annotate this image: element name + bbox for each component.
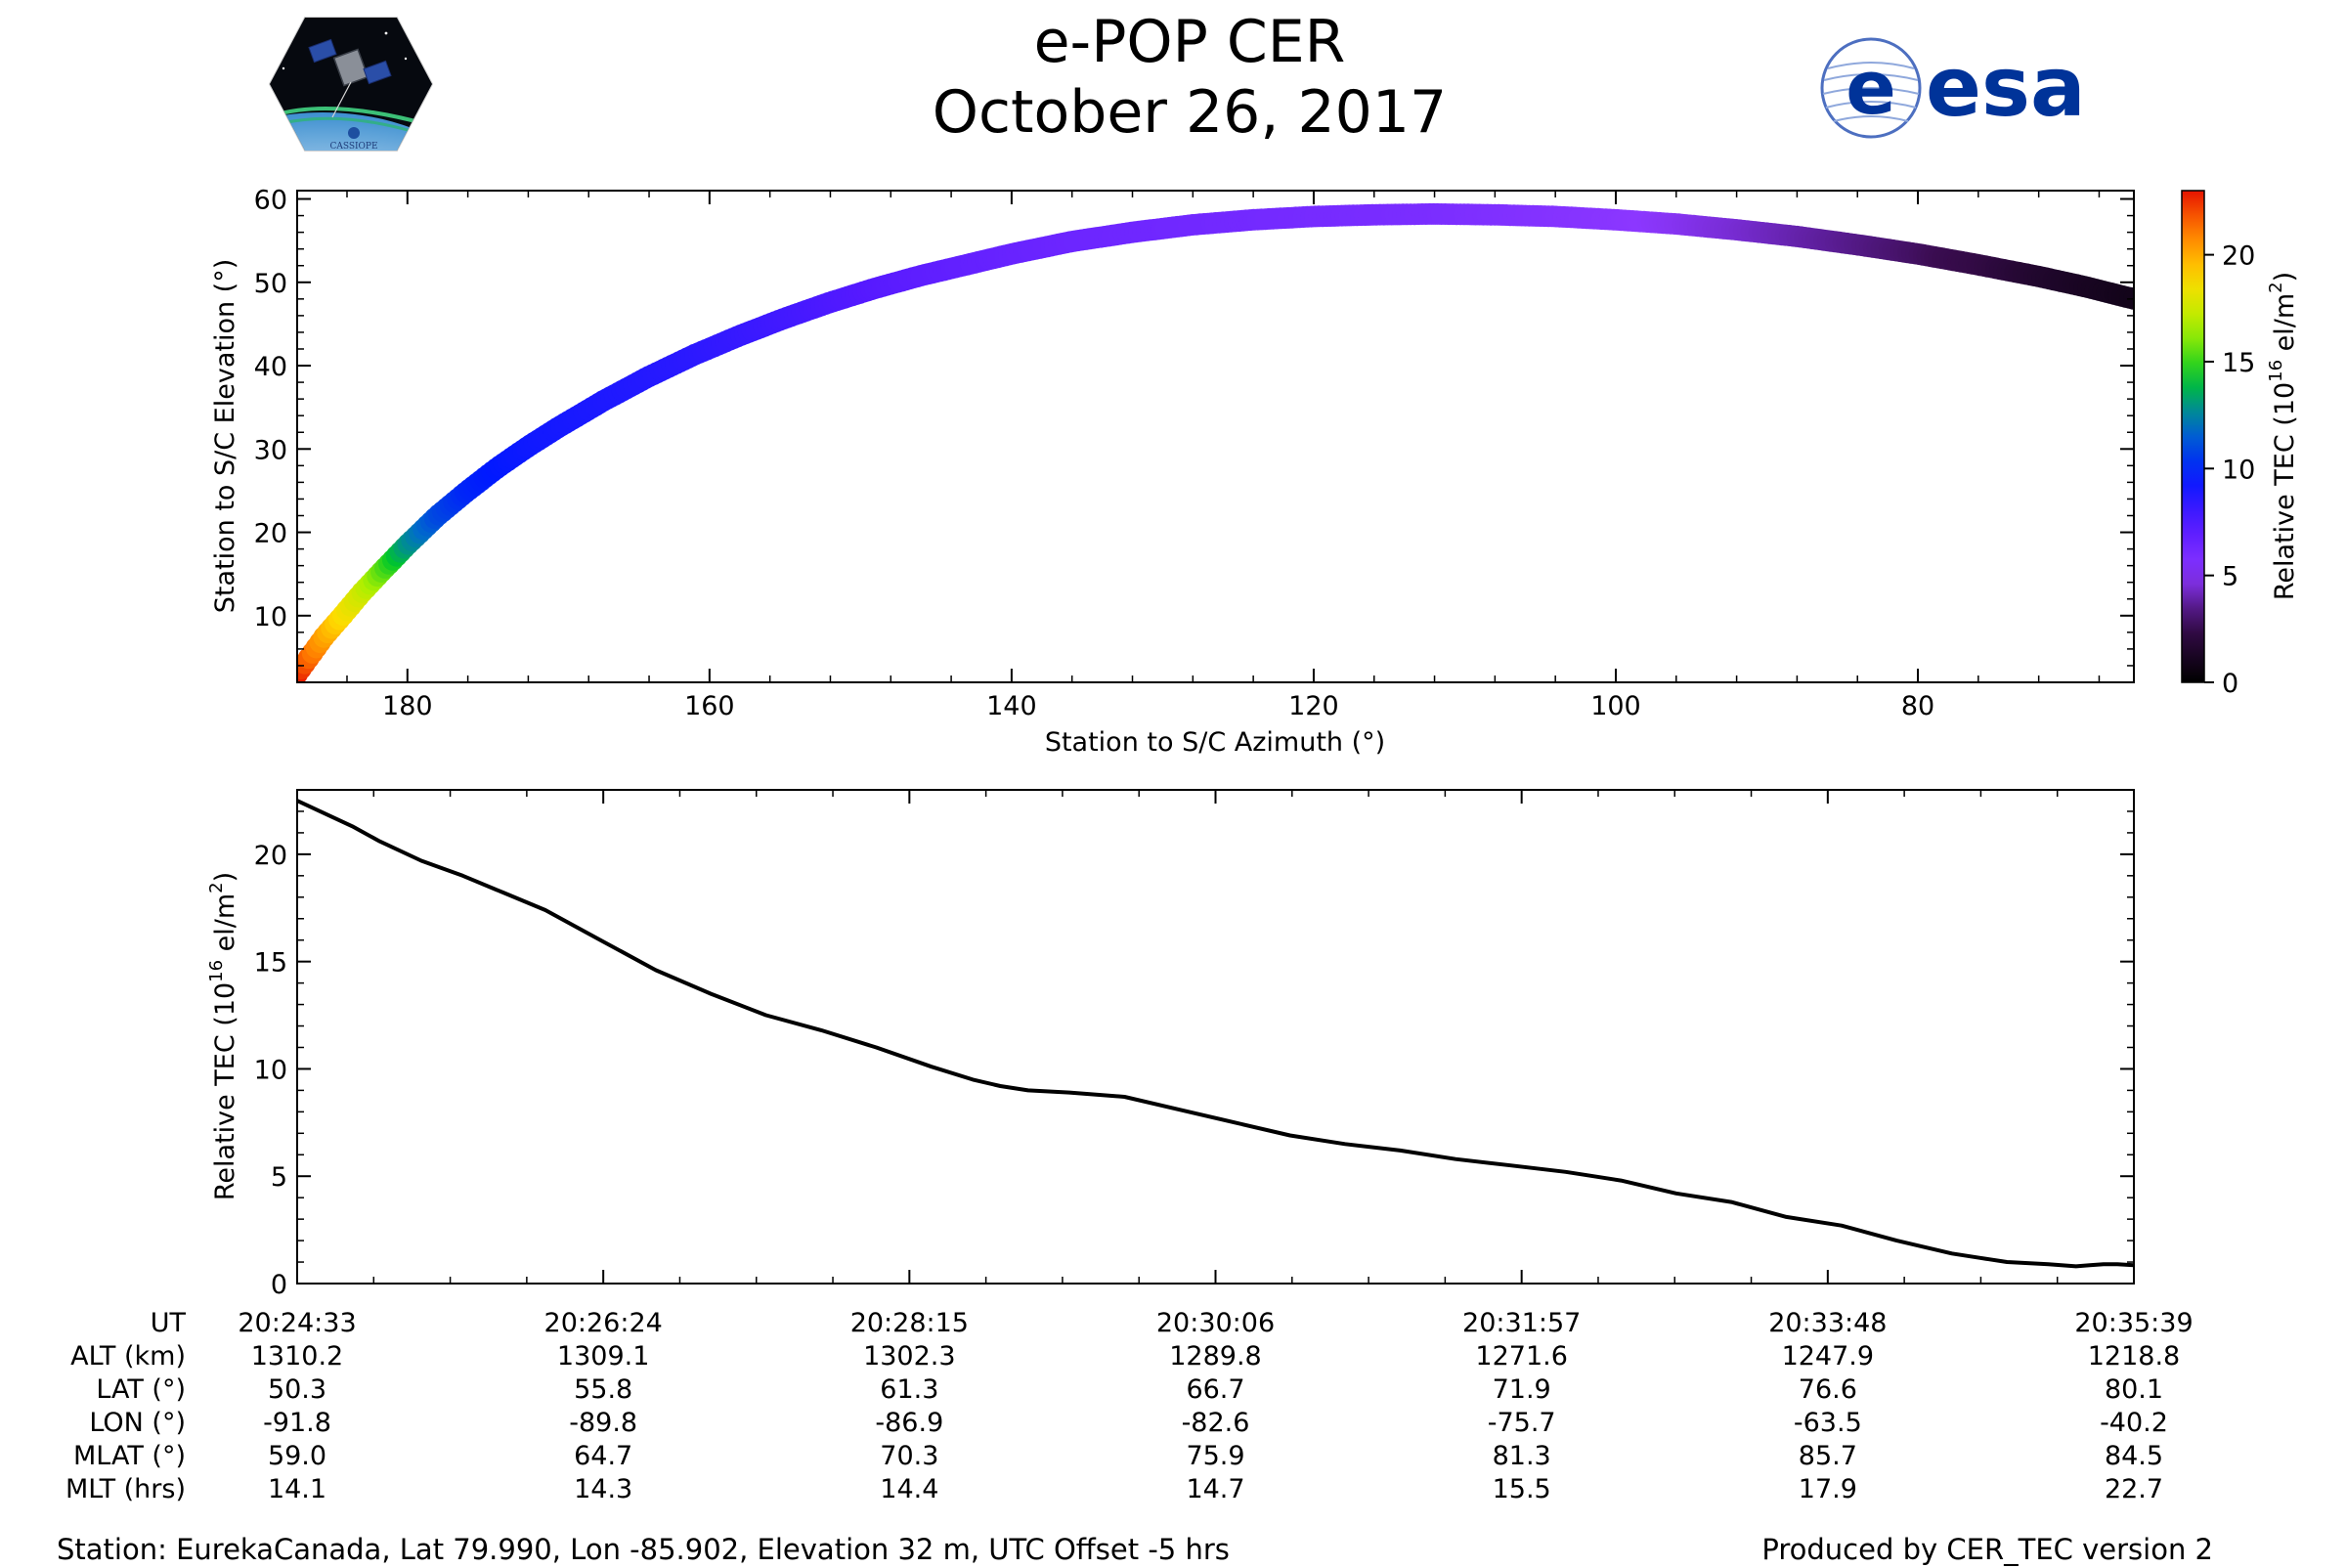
chart1-plot-frame <box>296 190 2135 683</box>
chart1-y-tick-label: 20 <box>254 519 287 549</box>
tec-series-line <box>297 799 2134 1269</box>
colorbar <box>2181 190 2205 683</box>
table-cell: 61.3 <box>880 1374 938 1405</box>
figure-title: e-POP CER <box>1033 8 1346 76</box>
chart2-y-tick-label: 15 <box>254 948 287 979</box>
table-cell: 75.9 <box>1186 1441 1244 1471</box>
table-row-label: LAT (°) <box>96 1374 186 1405</box>
colorbar-tick-label: 5 <box>2222 562 2238 592</box>
chart1-y-tick-label: 40 <box>254 352 287 382</box>
table-cell: 1247.9 <box>1782 1341 1874 1372</box>
chart1-y-tick-label: 10 <box>254 602 287 632</box>
cassiope-logo-text: CASSIOPE <box>329 142 377 152</box>
chart1-x-tick-label: 180 <box>382 691 433 721</box>
table-cell: 14.3 <box>574 1474 632 1504</box>
table-cell: 20:30:06 <box>1156 1308 1275 1338</box>
chart2-y-axis-label: Relative TEC (1016 el/m2) <box>206 872 240 1200</box>
table-cell: 1289.8 <box>1169 1341 1261 1372</box>
table-cell: -75.7 <box>1488 1408 1556 1438</box>
table-cell: 64.7 <box>574 1441 632 1471</box>
table-cell: 1310.2 <box>251 1341 343 1372</box>
table-cell: 1271.6 <box>1475 1341 1567 1372</box>
table-cell: 71.9 <box>1493 1374 1551 1405</box>
table-cell: 50.3 <box>268 1374 326 1405</box>
colorbar-tick-label: 0 <box>2222 669 2238 699</box>
chart1-y-tick-label: 50 <box>254 269 287 299</box>
colorbar-label: Relative TEC (1016 el/m2) <box>2266 272 2300 600</box>
svg-text:e: e <box>1846 44 1896 131</box>
table-cell: 20:26:24 <box>544 1308 663 1338</box>
table-cell: 22.7 <box>2105 1474 2163 1504</box>
table-cell: 20:31:57 <box>1462 1308 1581 1338</box>
table-cell: 1218.8 <box>2088 1341 2180 1372</box>
table-cell: 15.5 <box>1493 1474 1551 1504</box>
chart1-x-axis-label: Station to S/C Azimuth (°) <box>1045 727 1385 758</box>
table-cell: -82.6 <box>1182 1408 1250 1438</box>
table-cell: -86.9 <box>875 1408 943 1438</box>
colorbar-tick-label: 15 <box>2222 348 2255 378</box>
table-cell: 66.7 <box>1186 1374 1244 1405</box>
table-cell: -89.8 <box>569 1408 637 1438</box>
table-row-label: UT <box>151 1308 187 1338</box>
chart1-x-tick-label: 140 <box>986 691 1037 721</box>
table-row-label: MLAT (°) <box>73 1441 186 1471</box>
chart2-y-tick-label: 20 <box>254 841 287 871</box>
chart2-y-tick-label: 5 <box>271 1162 287 1193</box>
chart1-x-tick-label: 120 <box>1288 691 1339 721</box>
table-cell: 84.5 <box>2105 1441 2163 1471</box>
table-cell: -63.5 <box>1794 1408 1862 1438</box>
table-cell: 59.0 <box>268 1441 326 1471</box>
table-cell: 80.1 <box>2105 1374 2163 1405</box>
table-row-label: ALT (km) <box>70 1341 186 1372</box>
table-cell: 20:35:39 <box>2074 1308 2193 1338</box>
table-cell: 55.8 <box>574 1374 632 1405</box>
table-row-label: LON (°) <box>89 1408 186 1438</box>
table-cell: 81.3 <box>1493 1441 1551 1471</box>
table-row-label: MLT (hrs) <box>65 1474 186 1504</box>
table-cell: 14.1 <box>268 1474 326 1504</box>
chart1-x-tick-label: 80 <box>1901 691 1934 721</box>
satellite-icon <box>308 38 392 118</box>
colorbar-tick-label: 20 <box>2222 241 2255 272</box>
chart2-y-tick-label: 0 <box>271 1270 287 1300</box>
table-cell: 1309.1 <box>557 1341 649 1372</box>
figure-date: October 26, 2017 <box>932 78 1448 147</box>
station-info: Station: EurekaCanada, Lat 79.990, Lon -… <box>57 1533 1230 1566</box>
chart2-plot-frame <box>296 789 2135 1285</box>
table-cell: 20:24:33 <box>238 1308 356 1338</box>
cassiope-mission-logo: CASSIOPE <box>268 17 434 152</box>
chart1-y-tick-label: 60 <box>254 186 287 216</box>
chart1-x-tick-label: 160 <box>684 691 735 721</box>
esa-logo: e esa <box>1820 37 2086 139</box>
table-cell: 20:28:15 <box>850 1308 969 1338</box>
table-cell: 1302.3 <box>863 1341 955 1372</box>
table-cell: 76.6 <box>1799 1374 1857 1405</box>
table-cell: 14.4 <box>880 1474 938 1504</box>
table-cell: 17.9 <box>1799 1474 1857 1504</box>
table-cell: -91.8 <box>263 1408 331 1438</box>
chart1-y-axis-label: Station to S/C Elevation (°) <box>210 259 240 614</box>
table-cell: 14.7 <box>1186 1474 1244 1504</box>
table-cell: 20:33:48 <box>1768 1308 1887 1338</box>
chart1-x-tick-label: 100 <box>1590 691 1641 721</box>
produced-by: Produced by CER_TEC version 2 <box>1761 1533 2213 1566</box>
table-cell: 70.3 <box>880 1441 938 1471</box>
colorbar-tick-label: 10 <box>2222 455 2255 485</box>
table-cell: 85.7 <box>1799 1441 1857 1471</box>
table-cell: -40.2 <box>2100 1408 2168 1438</box>
chart2-y-tick-label: 10 <box>254 1055 287 1085</box>
chart1-y-tick-label: 30 <box>254 435 287 465</box>
tec-time-chart: 0 5 10 15 20 Relative TEC (1016 el/m2) <box>206 789 2135 1300</box>
esa-logo-text: esa <box>1926 39 2086 135</box>
